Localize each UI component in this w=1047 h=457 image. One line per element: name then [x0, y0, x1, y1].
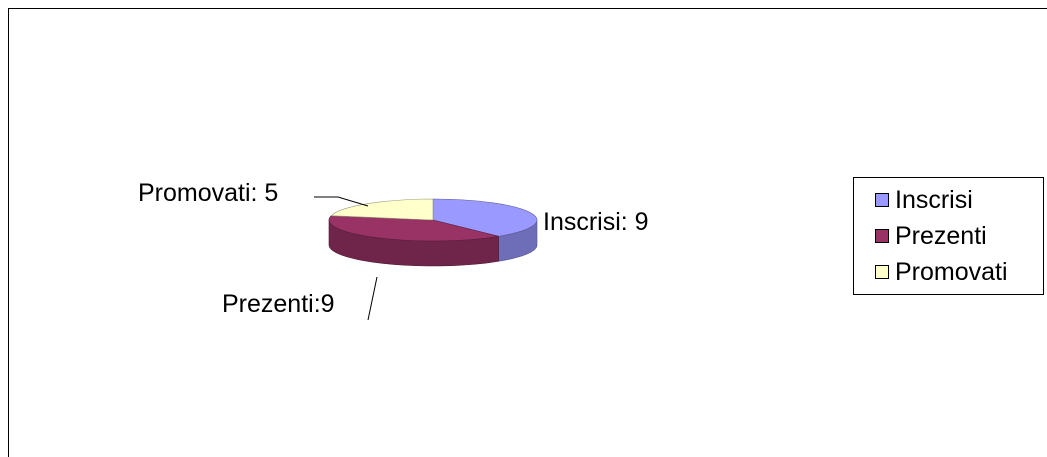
- legend-swatch-inscrisi: [875, 193, 889, 207]
- legend-item-inscrisi: Inscrisi: [875, 182, 1043, 218]
- data-label-promovati: Promovati: 5: [138, 179, 278, 207]
- legend: Inscrisi Prezenti Promovati: [853, 177, 1044, 295]
- legend-label-prezenti: Prezenti: [895, 221, 987, 250]
- pie-slice-inscrisi: [432, 198, 538, 237]
- legend-swatch-promovati: [875, 265, 889, 279]
- legend-label-inscrisi: Inscrisi: [895, 185, 973, 214]
- pie-plot: [328, 198, 538, 267]
- legend-item-prezenti: Prezenti: [875, 218, 1043, 254]
- data-label-inscrisi: Inscrisi: 9: [543, 208, 649, 236]
- leader-line-prezenti: [367, 276, 378, 321]
- legend-item-promovati: Promovati: [875, 254, 1043, 290]
- legend-label-promovati: Promovati: [895, 257, 1008, 286]
- leader-line-promovati: [314, 196, 369, 207]
- data-labels: Inscrisi: 9 Prezenti:9 Promovati: 5: [138, 179, 649, 321]
- legend-swatch-prezenti: [875, 229, 889, 243]
- data-label-prezenti: Prezenti:9: [222, 290, 335, 318]
- pie-slice-promovati: [330, 198, 434, 221]
- pie-slice-prezenti: [328, 215, 499, 242]
